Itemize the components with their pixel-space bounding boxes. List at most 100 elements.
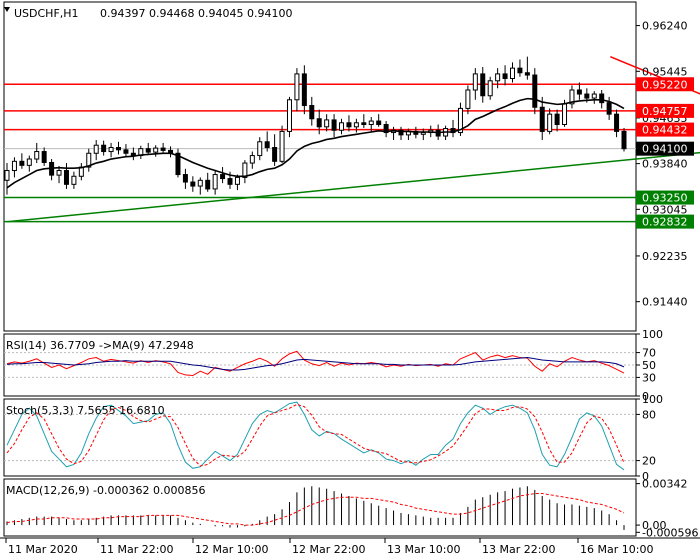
candle [190, 176, 196, 192]
time-tick-label: 13 Mar 22:00 [482, 543, 555, 556]
candle [160, 142, 166, 154]
candle-body [599, 93, 605, 104]
candle [368, 117, 374, 132]
candle-body [353, 122, 359, 128]
candle-body [324, 119, 330, 128]
candle [56, 165, 62, 184]
candle-body [301, 73, 307, 107]
candle [465, 85, 471, 115]
chart-menu-triangle-icon [4, 7, 10, 12]
trendline-1 [610, 55, 700, 95]
candle-body [93, 144, 99, 154]
candle [517, 59, 523, 77]
candle-body [316, 118, 322, 128]
candle [138, 145, 144, 160]
macd-signal-line [6, 493, 625, 526]
candle [576, 82, 582, 100]
candle-body [383, 124, 389, 134]
candle [398, 126, 404, 141]
rsi-tick-label: 70 [642, 347, 656, 360]
chart-ohlc-label: 0.94397 0.94468 0.94045 0.94100 [100, 7, 292, 20]
stoch-tick-label: 0 [642, 470, 649, 483]
candle [205, 172, 211, 192]
price-tick-label: 0.96240 [642, 20, 688, 33]
time-tick-label: 12 Mar 10:00 [195, 543, 268, 556]
candle-body [249, 155, 255, 164]
candle-body [331, 119, 337, 131]
candle-body [554, 113, 560, 126]
candle [49, 159, 55, 181]
candle [346, 115, 352, 132]
candle-body [153, 147, 159, 153]
price-tick-label: 0.91440 [642, 296, 688, 309]
price-tick-label: 0.93045 [642, 203, 688, 216]
price-pane: 0.962400.954450.946350.938400.930450.922… [4, 20, 700, 309]
candle [34, 142, 40, 164]
macd-label: MACD(12,26,9) -0.000362 0.000856 [6, 484, 205, 497]
candle-body [606, 102, 612, 115]
stoch-signal-line [6, 403, 625, 467]
candle [63, 163, 69, 189]
rsi-line [6, 350, 625, 377]
time-tick-label: 11 Mar 22:00 [100, 543, 173, 556]
candle-body [584, 93, 590, 99]
time-tick-label: 12 Mar 22:00 [292, 543, 365, 556]
candle [391, 126, 397, 141]
candle-body [145, 148, 151, 153]
price-tick-label: 0.92235 [642, 250, 688, 263]
candle-body [71, 175, 77, 185]
candle [331, 114, 337, 138]
candle-body [368, 120, 374, 126]
rsi-ma-line [6, 357, 625, 371]
candle [26, 155, 32, 172]
macd-tick-label: 0.00342 [642, 478, 688, 491]
candle [220, 167, 226, 184]
candle-body [56, 170, 62, 176]
candle [301, 65, 307, 115]
candle [487, 76, 493, 100]
rsi-tick-label: 100 [642, 328, 663, 341]
candle [376, 114, 382, 127]
price-label-text: 0.94757 [642, 105, 688, 118]
candle-body [539, 106, 545, 132]
candle-body [279, 130, 285, 162]
candle [316, 109, 322, 135]
time-tick-label: 13 Mar 10:00 [387, 543, 460, 556]
candle-body [175, 152, 181, 176]
price-label-text: 0.93250 [642, 192, 688, 205]
candle-body [502, 73, 508, 79]
price-label-text: 0.92832 [642, 216, 688, 229]
candle [309, 96, 315, 126]
candle [264, 131, 270, 152]
candle-body [472, 73, 478, 91]
price-label-box [636, 141, 694, 156]
candle-body [220, 174, 226, 180]
candle [547, 108, 553, 135]
candle-body [286, 99, 292, 132]
candle [554, 109, 560, 132]
candle [502, 65, 508, 86]
candle-body [517, 67, 523, 74]
candle [116, 141, 122, 155]
price-label-box [636, 190, 694, 205]
candle-body [480, 73, 486, 97]
rsi-tick-label: 30 [642, 371, 656, 384]
candle [130, 147, 136, 161]
candle-body [190, 181, 196, 187]
candle-body [227, 178, 233, 185]
candle-body [294, 73, 300, 101]
price-label-box [636, 122, 694, 137]
candle [86, 148, 92, 172]
candle [361, 114, 367, 128]
candle-body [576, 89, 582, 95]
macd-pane-frame [3, 478, 637, 537]
candle [457, 102, 463, 137]
candle [257, 137, 263, 161]
candle-body [309, 105, 315, 120]
candle [509, 62, 515, 83]
chart-symbol-label: USDCHF,H1 [14, 7, 79, 20]
time-tick-label: 11 Mar 2020 [8, 543, 78, 556]
candle-body [361, 122, 367, 126]
